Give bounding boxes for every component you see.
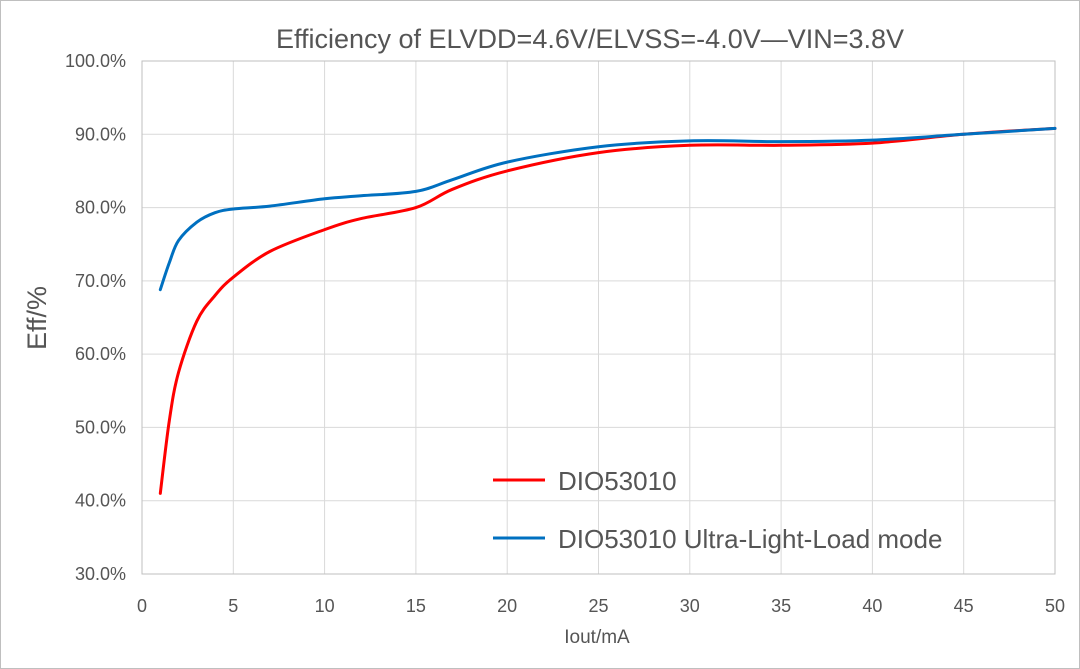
x-tick-label: 25 [588, 596, 608, 616]
legend-label-ull-mode: DIO53010 Ultra-Light-Load mode [558, 524, 942, 554]
x-tick-label: 35 [771, 596, 791, 616]
y-tick-label: 70.0% [75, 271, 126, 291]
y-tick-label: 40.0% [75, 491, 126, 511]
x-tick-label: 15 [406, 596, 426, 616]
y-tick-label: 90.0% [75, 124, 126, 144]
legend: DIO53010 DIO53010 Ultra-Light-Load mode [493, 466, 942, 554]
x-tick-labels: 0 5 10 15 20 25 30 35 40 45 50 [137, 596, 1065, 616]
y-tick-label: 80.0% [75, 198, 126, 218]
chart-title: Efficiency of ELVDD=4.6V/ELVSS=-4.0V—VIN… [276, 24, 904, 54]
series-line-ull-mode [158, 126, 1057, 292]
x-tick-label: 50 [1045, 596, 1065, 616]
series-lines [158, 126, 1057, 495]
x-tick-label: 40 [862, 596, 882, 616]
plot-border [141, 60, 1056, 575]
y-tick-label: 50.0% [75, 417, 126, 437]
plot-area [141, 60, 1056, 575]
x-tick-label: 45 [954, 596, 974, 616]
y-tick-label: 60.0% [75, 344, 126, 364]
x-tick-label: 5 [228, 596, 238, 616]
y-tick-label: 30.0% [75, 564, 126, 584]
x-tick-label: 10 [315, 596, 335, 616]
x-tick-label: 20 [497, 596, 517, 616]
legend-label-dio53010: DIO53010 [558, 466, 677, 496]
series-line-dio53010 [158, 126, 1057, 495]
x-axis-label: Iout/mA [564, 627, 630, 648]
x-tick-label: 30 [680, 596, 700, 616]
y-axis-label: Eff/% [22, 286, 52, 350]
y-tick-label: 100.0% [65, 51, 126, 71]
y-tick-labels: 30.0% 40.0% 50.0% 60.0% 70.0% 80.0% 90.0% 100.0… [65, 51, 126, 584]
x-tick-label: 0 [137, 596, 147, 616]
